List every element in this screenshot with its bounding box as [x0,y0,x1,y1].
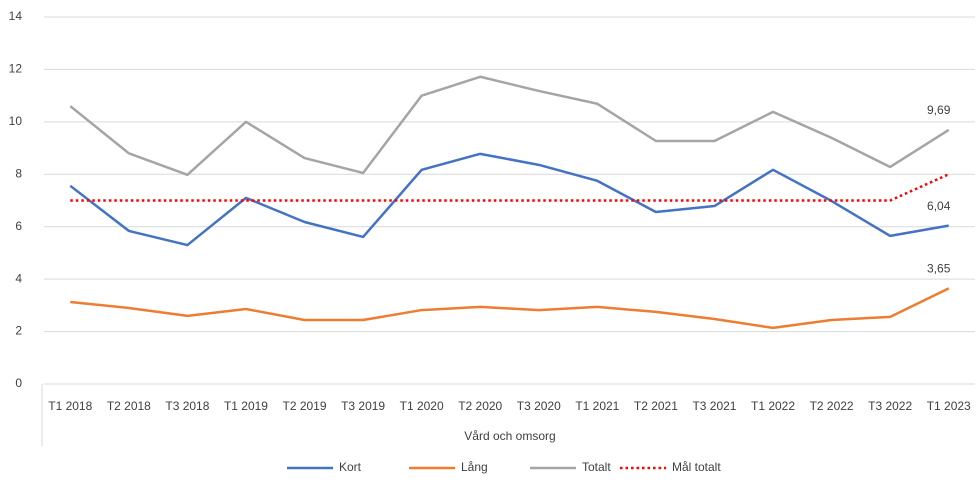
y-tick-label: 10 [9,114,23,128]
x-tick-label: T1 2023 [927,399,971,413]
y-tick-label: 2 [15,324,22,338]
series-line [69,75,950,177]
x-tick-label: T2 2020 [458,399,502,413]
y-tick-label: 12 [9,62,23,76]
x-tick-label: T3 2019 [341,399,385,413]
y-tick-label: 6 [15,219,22,233]
x-axis-label: Vård och omsorg [464,429,555,443]
x-tick-label: T2 2018 [107,399,151,413]
legend-label: Totalt [582,460,611,474]
x-tick-label: T1 2018 [48,399,92,413]
y-tick-label: 14 [9,9,23,23]
x-tick-label: T3 2020 [517,399,561,413]
legend-label: Lång [461,460,488,474]
y-tick-label: 0 [15,376,22,390]
x-tick-label: T1 2020 [400,399,444,413]
legend-label: Kort [339,460,362,474]
series-line [69,152,949,247]
x-tick-label: T3 2018 [165,399,209,413]
x-tick-label: T3 2021 [692,399,736,413]
y-tick-label: 8 [15,166,22,180]
y-tick-label: 4 [15,271,22,285]
x-tick-label: T3 2022 [868,399,912,413]
series-line [70,287,950,330]
legend-label: Mål totalt [672,460,721,474]
x-tick-label: T2 2021 [634,399,678,413]
data-label: 3,65 [927,261,951,275]
data-label: 9,69 [927,103,951,117]
x-tick-label: T1 2022 [751,399,795,413]
x-tick-label: T1 2019 [224,399,268,413]
series-line [70,173,950,202]
data-label: 6,04 [927,199,951,213]
x-tick-label: T1 2021 [575,399,619,413]
x-tick-label: T2 2022 [810,399,854,413]
x-tick-label: T2 2019 [283,399,327,413]
